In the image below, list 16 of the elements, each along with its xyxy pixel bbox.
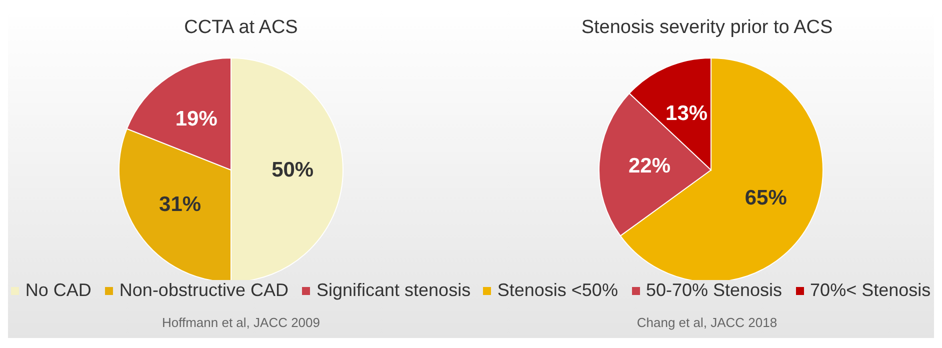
data-label: 13% [666,102,708,125]
legend-label: Significant stenosis [316,280,471,301]
text: Chang et al, JACC 2018 [636,315,778,330]
text: Hoffmann et al, JACC 2009 [160,315,321,330]
legend-label: 70%< Stenosis [810,280,931,301]
data-label: 65% [744,186,788,210]
data-label: 31% [159,193,202,216]
legend-label: 50-70% Stenosis [646,280,782,301]
data-label: 19% [175,108,218,131]
legend-label: Stenosis <50% [497,280,618,301]
legend-label: Non-obstructive CAD [119,280,288,301]
data-label: 50% [272,158,314,182]
chart-title: CCTA at ACS [183,16,299,40]
chart-title: Stenosis severity prior to ACS [580,16,834,40]
legend-label: No CAD [25,280,92,301]
data-label: 22% [628,154,671,178]
